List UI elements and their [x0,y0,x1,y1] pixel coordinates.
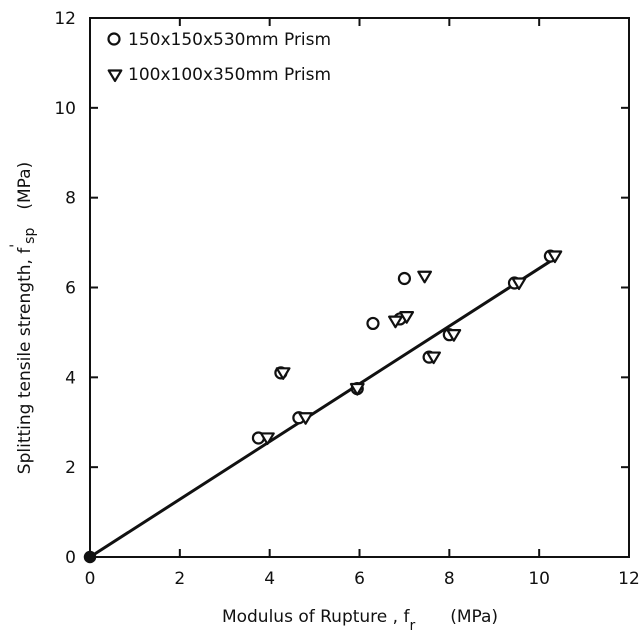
y-axis-title-subscript: sp [22,228,38,244]
y-tick-label: 12 [54,9,76,29]
x-tick-label: 10 [528,569,550,589]
prism-100-data-point [298,412,313,425]
x-tick-label: 2 [174,569,185,589]
x-tick-label: 8 [444,569,455,589]
legend-label: 150x150x530mm Prism [128,30,331,50]
x-tick-label: 4 [264,569,275,589]
legend-circle-marker [107,32,121,46]
prism-100-data-point [547,250,563,264]
y-axis-title: Splitting tensile strength, f'sp (MPa) [8,162,38,474]
x-axis-title-main: Modulus of Rupture , f [222,607,411,627]
prism-150-data-point [366,316,380,331]
y-tick-label: 6 [65,279,76,299]
prism-100-data-point [511,277,527,291]
plot-frame-layer [89,17,630,558]
prism-100-data-point [446,329,462,342]
legend-item-150-prism: 150x150x530mm Prism [107,30,331,50]
x-tick-label: 12 [618,569,640,589]
y-tick-label: 8 [65,189,76,209]
origin-data-point [83,550,97,564]
y-tick-label: 2 [65,458,76,478]
x-axis-title-unit: (MPa) [450,607,498,627]
data-point-layer [83,249,563,564]
prism-100-data-point [260,432,275,446]
regression-line [88,256,557,559]
legend-label: 100x100x350mm Prism [128,65,331,85]
y-axis-title-superscript: ' [8,244,24,248]
prism-100-data-point [388,315,403,329]
fit-line-layer [88,256,557,559]
prism-100-data-point [417,270,433,284]
x-axis-title-subscript: r [409,618,415,634]
legend: 150x150x530mm Prism 100x100x350mm Prism [107,30,331,85]
legend-triangle-marker [107,69,123,83]
y-axis-title-main: Splitting tensile strength, f [15,247,35,475]
x-axis-title: Modulus of Rupture , fr (MPa) [222,607,498,634]
y-tick-label: 10 [54,99,76,119]
axis-title-layer: Modulus of Rupture , fr (MPa)Splitting te… [8,162,498,634]
plot-frame [89,17,630,558]
x-tick-label: 6 [354,569,365,589]
prism-100-data-point [399,311,415,324]
prism-100-data-point [349,382,365,396]
y-tick-label: 4 [65,368,76,388]
y-tick-label: 0 [65,548,76,568]
x-tick-label: 0 [85,569,96,589]
prism-150-data-point [397,271,412,286]
y-axis-title-unit: (MPa) [15,162,35,210]
prism-100-data-point [275,367,291,380]
legend-item-100-prism: 100x100x350mm Prism [107,65,331,85]
tick-layer: 0 2 4 6 8 10 12 0 2 4 6 8 10 12 [54,9,639,589]
prism-100-data-point [426,351,442,365]
